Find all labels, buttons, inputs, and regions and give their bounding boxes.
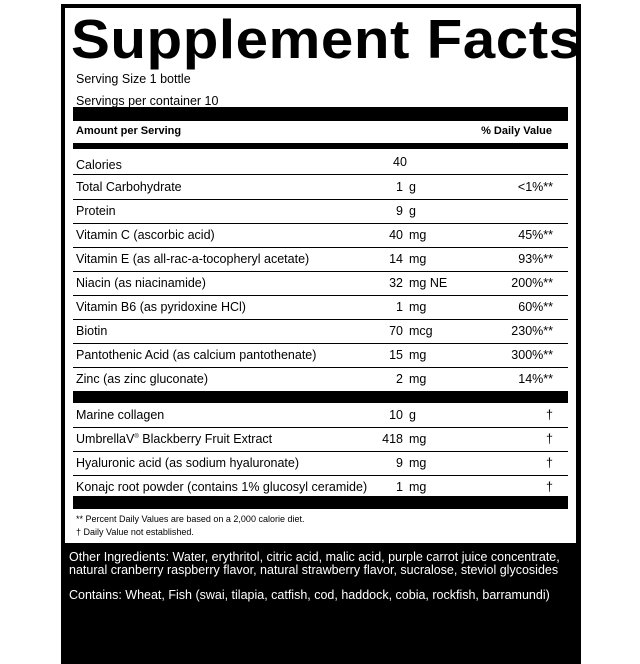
footnote-not-established: † Daily Value not established. xyxy=(76,527,194,537)
nutrient-name: Niacin (as niacinamide) xyxy=(76,276,206,290)
other-ingredients: Other Ingredients: Water, erythritol, ci… xyxy=(69,550,560,577)
nutrient-unit: mg xyxy=(409,300,427,314)
daily-value: 200%** xyxy=(511,276,553,290)
nutrient-row: Protein 9 g xyxy=(73,199,568,224)
nutrient-name: Vitamin B6 (as pyridoxine HCl) xyxy=(76,300,246,314)
facts-panel: Supplement Facts Serving Size 1 bottle S… xyxy=(65,8,581,543)
registered-mark: ® xyxy=(134,433,139,440)
label-title: Supplement Facts xyxy=(71,8,582,70)
daily-value: † xyxy=(546,456,553,470)
nutrient-row: UmbrellaV® Blackberry Fruit Extract 418 mg… xyxy=(73,427,568,452)
nutrient-amount: 1 xyxy=(396,300,403,314)
nutrient-name: Biotin xyxy=(76,324,108,338)
nutrient-name: Zinc (as zinc gluconate) xyxy=(76,372,209,386)
nutrient-row: Vitamin C (ascorbic acid) 40 mg 45%** xyxy=(73,223,568,248)
nutrient-unit: mg xyxy=(409,372,427,386)
nutrient-unit: g xyxy=(409,204,416,218)
nutrient-amount: 10 xyxy=(389,408,403,422)
daily-value: 93%** xyxy=(518,252,553,266)
daily-value: 60%** xyxy=(518,300,553,314)
daily-value: † xyxy=(546,432,553,446)
thick-divider xyxy=(73,143,568,149)
nutrient-amount: 1 xyxy=(396,180,403,194)
nutrient-name: Pantothenic Acid (as calcium pantothenat… xyxy=(76,348,317,362)
nutrient-row: Vitamin B6 (as pyridoxine HCl) 1 mg 60%** xyxy=(73,295,568,320)
amount-per-serving-header: Amount per Serving xyxy=(76,125,182,137)
nutrient-amount: 40 xyxy=(389,228,403,242)
nutrient-name: Hyaluronic acid (as sodium hyaluronate) xyxy=(76,456,300,470)
nutrient-name: Vitamin C (ascorbic acid) xyxy=(76,228,215,242)
nutrient-row: Niacin (as niacinamide) 32 mg NE 200%** xyxy=(73,271,568,296)
nutrient-unit: mg xyxy=(409,456,427,470)
nutrient-row: Biotin 70 mcg 230%** xyxy=(73,319,568,344)
thick-divider xyxy=(73,107,568,121)
daily-value-header: % Daily Value xyxy=(481,125,552,137)
nutrient-unit: mg xyxy=(409,480,427,494)
daily-value: 230%** xyxy=(511,324,553,338)
nutrient-row: Hyaluronic acid (as sodium hyaluronate) 9… xyxy=(73,451,568,476)
thick-divider xyxy=(73,496,568,509)
nutrient-row: Marine collagen 10 g † xyxy=(73,403,568,428)
nutrient-amount: 1 xyxy=(396,480,403,494)
serving-size: Serving Size 1 bottle xyxy=(76,72,191,86)
daily-value: 45%** xyxy=(518,228,553,242)
nutrient-row: Total Carbohydrate 1 g <1%** xyxy=(73,175,568,200)
nutrient-row: Vitamin E (as all-rac-a-tocopheryl aceta… xyxy=(73,247,568,272)
nutrient-unit: mg xyxy=(409,252,427,266)
thick-divider xyxy=(73,391,568,403)
name-part: Blackberry Fruit Extract xyxy=(138,432,273,446)
daily-value: † xyxy=(546,480,553,494)
nutrient-row: Pantothenic Acid (as calcium pantothenat… xyxy=(73,343,568,368)
nutrient-name: Marine collagen xyxy=(76,408,165,422)
nutrient-amount: 2 xyxy=(396,372,403,386)
nutrient-amount: 418 xyxy=(382,432,403,446)
nutrient-unit: mg xyxy=(409,228,427,242)
daily-value: 14%** xyxy=(518,372,553,386)
nutrient-amount: 9 xyxy=(396,204,403,218)
daily-value: 300%** xyxy=(511,348,553,362)
nutrient-name: UmbrellaV® Blackberry Fruit Extract xyxy=(76,432,272,446)
nutrient-row: Zinc (as zinc gluconate) 2 mg 14%** xyxy=(73,367,568,392)
nutrient-amount: 32 xyxy=(389,276,403,290)
nutrient-unit: mg xyxy=(409,432,427,446)
nutrient-amount: 40 xyxy=(393,155,407,169)
allergen-contains: Contains: Wheat, Fish (swai, tilapia, ca… xyxy=(69,588,550,602)
daily-value: <1%** xyxy=(517,180,553,194)
nutrient-unit: mg NE xyxy=(409,276,448,290)
nutrient-amount: 15 xyxy=(389,348,403,362)
nutrient-unit: g xyxy=(409,180,416,194)
footnote-daily-values: ** Percent Daily Values are based on a 2… xyxy=(76,514,305,524)
name-part: UmbrellaV xyxy=(76,432,135,446)
nutrient-name: Protein xyxy=(76,204,116,218)
supplement-facts-label: Supplement Facts Serving Size 1 bottle S… xyxy=(61,4,581,664)
ingredients-section: Other Ingredients: Water, erythritol, ci… xyxy=(69,551,574,614)
nutrient-name: Konajc root powder (contains 1% glucosyl… xyxy=(76,480,368,494)
calories-row: Calories 40 xyxy=(73,150,568,175)
nutrient-amount: 14 xyxy=(389,252,403,266)
nutrient-amount: 70 xyxy=(389,324,403,338)
nutrient-unit: mg xyxy=(409,348,427,362)
nutrient-name: Vitamin E (as all-rac-a-tocopheryl aceta… xyxy=(76,252,310,266)
nutrient-amount: 9 xyxy=(396,456,403,470)
nutrient-unit: g xyxy=(409,408,416,422)
nutrient-name: Calories xyxy=(76,158,122,172)
daily-value: † xyxy=(546,408,553,422)
nutrient-name: Total Carbohydrate xyxy=(76,180,182,194)
nutrient-unit: mcg xyxy=(409,324,433,338)
servings-per-container: Servings per container 10 xyxy=(76,94,219,108)
